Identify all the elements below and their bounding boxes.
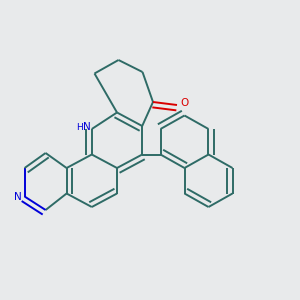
Text: N: N <box>83 122 91 133</box>
Text: O: O <box>180 98 189 109</box>
Text: N: N <box>14 191 22 202</box>
Text: H: H <box>76 123 83 132</box>
